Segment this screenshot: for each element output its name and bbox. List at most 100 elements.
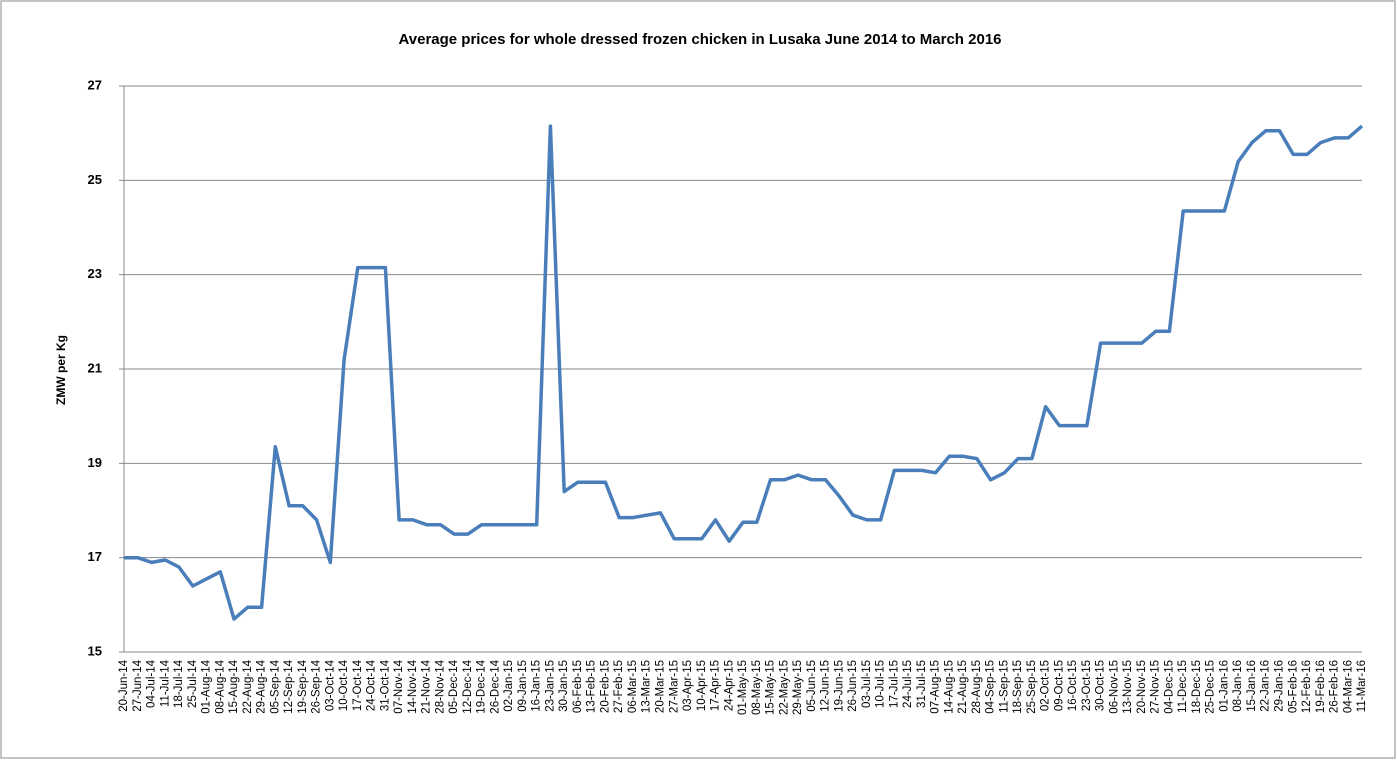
x-tick-label: 05-Sep-14 [269,659,281,713]
x-tick-label: 27-Jun-14 [132,659,144,711]
x-tick-label: 20-Nov-15 [1136,660,1148,714]
x-tick-label: 15-Jan-16 [1246,660,1258,712]
x-tick-label: 05-Feb-16 [1287,660,1299,713]
x-tick-label: 26-Sep-14 [311,659,323,713]
x-tick-label: 08-Aug-14 [214,659,226,713]
x-tick-label: 10-Apr-15 [696,660,708,711]
x-tick-label: 21-Nov-14 [421,659,433,713]
x-tick-label: 29-Aug-14 [256,659,268,713]
x-tick-label: 20-Jun-14 [118,659,130,711]
x-tick-label: 08-Jan-16 [1232,660,1244,712]
x-tick-label: 19-Jun-15 [833,660,845,712]
x-tick-label: 20-Feb-15 [599,660,611,713]
x-tick-label: 14-Nov-14 [407,659,419,713]
x-tick-label: 19-Sep-14 [297,659,309,713]
x-tick-label: 30-Jan-15 [558,660,570,712]
x-tick-label: 19-Dec-14 [476,659,488,713]
x-tick-label: 10-Jul-15 [875,660,887,708]
x-tick-label: 26-Dec-14 [489,659,501,713]
x-tick-label: 01-Aug-14 [201,659,213,713]
x-tick-label: 22-Jan-16 [1260,660,1272,712]
x-tick-label: 30-Oct-15 [1095,660,1107,711]
x-tick-label: 13-Nov-15 [1122,660,1134,714]
x-tick-label: 04-Dec-15 [1163,660,1175,714]
x-tick-label: 24-Jul-15 [902,660,914,708]
y-axis-label: ZMW per Kg [54,335,68,405]
x-tick-label: 29-Jan-16 [1273,660,1285,712]
x-tick-label: 31-Jul-15 [916,660,928,708]
x-tick-label: 02-Jan-15 [503,660,515,712]
x-tick-label: 16-Jan-15 [531,660,543,712]
x-tick-label: 12-Feb-16 [1301,660,1313,713]
x-tick-label: 02-Oct-15 [1040,660,1052,711]
x-tick-label: 26-Feb-16 [1329,660,1341,713]
x-tick-label: 25-Dec-15 [1205,660,1217,714]
x-tick-label: 29-May-15 [792,660,804,715]
x-tick-label: 04-Mar-16 [1342,660,1354,713]
x-tick-label: 27-Nov-15 [1150,660,1162,714]
x-tick-label: 14-Aug-15 [943,660,955,714]
x-tick-label: 31-Oct-14 [379,659,391,711]
x-tick-label: 15-May-15 [765,660,777,715]
x-tick-label: 06-Nov-15 [1108,660,1120,714]
x-tick-label: 26-Jun-15 [847,660,859,712]
x-tick-label: 12-Sep-14 [283,659,295,713]
x-tick-label: 11-Sep-15 [998,660,1010,713]
x-tick-label: 12-Jun-15 [820,660,832,712]
x-tick-label: 07-Nov-14 [393,659,405,713]
x-tick-label: 25-Jul-14 [187,659,199,708]
x-tick-label: 11-Mar-16 [1356,660,1368,712]
x-tick-label: 12-Dec-14 [462,659,474,713]
x-tick-label: 17-Apr-15 [710,660,722,711]
line-series [124,124,1364,621]
x-tick-label: 03-Apr-15 [682,660,694,711]
x-tick-label: 27-Feb-15 [613,660,625,713]
x-tick-label: 11-Dec-15 [1177,660,1189,713]
x-tick-label: 22-Aug-14 [242,659,254,713]
x-tick-label: 17-Jul-15 [888,660,900,708]
x-tick-label: 27-Mar-15 [668,660,680,713]
y-tick-label: 25 [88,172,102,187]
x-tick-label: 04-Jul-14 [146,659,158,708]
x-tick-label: 07-Aug-15 [930,660,942,714]
x-tick-label: 25-Sep-15 [1026,660,1038,714]
x-tick-label: 18-Sep-15 [1012,660,1024,714]
x-tick-label: 16-Oct-15 [1067,660,1079,711]
x-tick-label: 03-Oct-14 [324,659,336,711]
x-tick-label: 04-Sep-15 [985,660,997,714]
x-tick-label: 22-May-15 [778,660,790,715]
y-tick-label: 15 [88,643,102,658]
x-tick-label: 18-Jul-14 [173,659,185,708]
x-tick-label: 10-Oct-14 [338,659,350,711]
x-tick-label: 21-Aug-15 [957,660,969,714]
x-tick-label: 23-Jan-15 [544,660,556,712]
x-tick-label: 09-Jan-15 [517,660,529,712]
x-tick-label: 03-Jul-15 [861,660,873,708]
x-tick-label: 06-Mar-15 [627,660,639,713]
x-tick-label: 28-Nov-14 [434,659,446,713]
x-tick-label: 24-Apr-15 [723,660,735,711]
x-tick-label: 01-May-15 [737,660,749,715]
x-tick-label: 13-Feb-15 [586,660,598,713]
y-tick-label: 17 [88,549,102,564]
y-tick-label: 21 [88,360,102,375]
y-tick-label: 19 [88,455,102,470]
x-tick-label: 09-Oct-15 [1053,660,1065,711]
x-tick-label: 19-Feb-16 [1315,660,1327,713]
x-tick-label: 06-Feb-15 [572,660,584,713]
x-tick-label: 24-Oct-14 [366,659,378,711]
x-tick-label: 23-Oct-15 [1081,660,1093,711]
x-tick-label: 05-Jun-15 [806,660,818,712]
x-tick-label: 15-Aug-14 [228,659,240,713]
x-tick-label: 28-Aug-15 [971,660,983,714]
x-tick-label: 01-Jan-16 [1218,660,1230,712]
x-tick-label: 08-May-15 [751,660,763,715]
y-tick-label: 27 [88,77,102,92]
x-tick-label: 11-Jul-14 [159,659,171,707]
x-tick-label: 05-Dec-14 [448,659,460,713]
chart-title: Average prices for whole dressed frozen … [398,31,1001,48]
x-tick-label: 18-Dec-15 [1191,660,1203,714]
x-tick-label: 13-Mar-15 [641,660,653,713]
